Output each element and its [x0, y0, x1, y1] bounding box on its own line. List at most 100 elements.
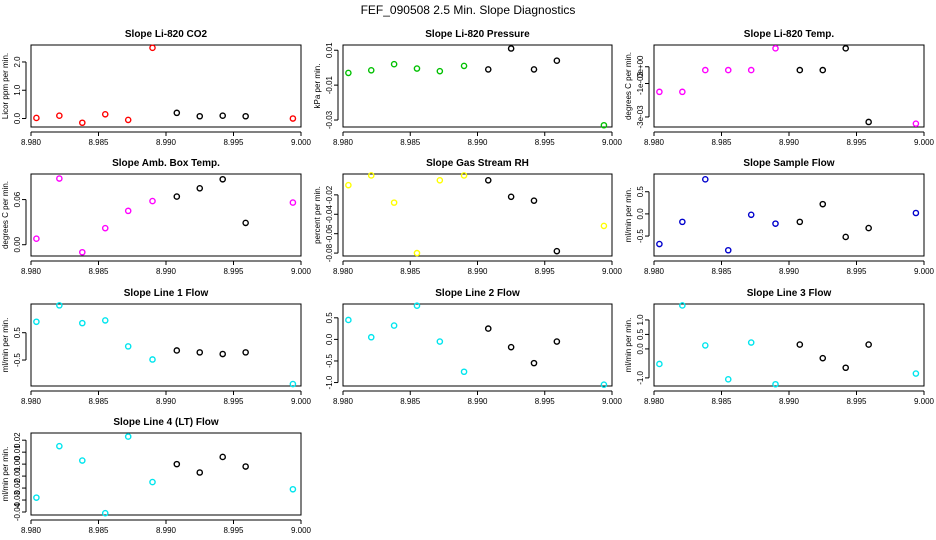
data-point [530, 359, 538, 367]
data-point [79, 457, 86, 464]
data-point [912, 370, 920, 377]
data-point [702, 66, 709, 74]
data-point [747, 66, 755, 74]
data-point [124, 343, 132, 350]
data-point [460, 368, 468, 376]
data-point [679, 88, 686, 96]
data-point [724, 66, 732, 74]
chart-title: Slope Sample Flow [743, 158, 834, 169]
y-tick-label: -0.06 [325, 224, 334, 243]
data-point [196, 184, 204, 192]
y-tick-label: -0.08 [325, 243, 334, 262]
y-tick-label: -0.04 [13, 502, 22, 521]
data-point [819, 66, 827, 74]
data-point [484, 325, 492, 332]
x-tick-label: 8.985 [88, 526, 109, 535]
plot-frame [30, 44, 302, 128]
x-tick-label: 8.985 [400, 397, 421, 406]
chart-panel-3: Slope Li-820 Temp. 8.980 8.985 8.990 8.995 9.… [624, 29, 935, 147]
chart-panel-10: Slope Line 4 (LT) Flow 8.980 8.985 8.990 8.9… [1, 417, 312, 535]
x-tick-label: 8.985 [88, 397, 109, 406]
data-point [460, 172, 468, 179]
y-tick-label: -1e-03 [636, 71, 645, 95]
data-point [56, 302, 63, 309]
data-point [173, 193, 181, 200]
chart-title: Slope Line 1 Flow [124, 288, 209, 299]
chart-panel-7: Slope Line 1 Flow 8.980 8.985 8.990 8.995 9.0… [1, 288, 312, 406]
x-tick-label: 8.990 [779, 397, 800, 406]
data-point [865, 118, 872, 126]
data-point [912, 120, 920, 127]
x-tick-label: 9.000 [602, 267, 623, 276]
data-point [747, 211, 755, 219]
x-tick-label: 8.980 [21, 267, 42, 276]
plot-frame [30, 303, 302, 387]
x-tick-label: 9.000 [914, 267, 935, 276]
y-tick-label: -3e-03 [636, 105, 645, 129]
data-point [124, 116, 132, 124]
x-tick-label: 8.990 [779, 267, 800, 276]
data-point [149, 44, 156, 52]
plot-frame [653, 303, 925, 387]
y-tick-label: -0.02 [325, 185, 334, 204]
y-tick-label: 1.0 [13, 84, 22, 96]
data-point [149, 197, 156, 205]
data-point [242, 349, 249, 356]
data-point [796, 66, 804, 74]
x-tick-label: 8.995 [223, 526, 244, 535]
data-point [173, 109, 181, 117]
data-point [679, 218, 686, 226]
y-tick-label: 0.5 [636, 328, 645, 340]
data-point [242, 219, 249, 227]
data-point [345, 181, 352, 189]
y-tick-label: 0.01 [13, 444, 22, 460]
x-tick-label: 8.980 [644, 397, 665, 406]
data-point [772, 220, 779, 227]
data-point [772, 45, 779, 52]
data-point [33, 494, 40, 501]
x-tick-label: 8.985 [711, 267, 732, 276]
y-tick-label: -0.5 [325, 354, 334, 368]
x-tick-label: 8.985 [711, 397, 732, 406]
data-point [796, 218, 804, 226]
data-point [842, 233, 850, 241]
y-tick-label: -1.0 [636, 370, 645, 384]
data-point [600, 222, 608, 230]
y-tick-label: 0.00 [13, 236, 22, 252]
page-title: FEF_090508 2.5 Min. Slope Diagnostics [361, 3, 576, 17]
data-point [436, 67, 444, 75]
y-tick-label: 0.01 [325, 42, 334, 58]
y-tick-label: 0e+00 [636, 55, 645, 78]
y-axis-label: percent per min. [313, 186, 322, 244]
data-point [747, 339, 755, 346]
y-tick-label: -0.03 [325, 110, 334, 129]
x-tick-label: 8.980 [333, 267, 354, 276]
data-point [436, 177, 444, 184]
data-point [33, 235, 40, 242]
x-tick-label: 9.000 [914, 138, 935, 147]
x-tick-label: 8.990 [467, 267, 488, 276]
chart-panels: Slope Li-820 CO2 8.980 8.985 8.990 8.995 9.00… [1, 29, 935, 535]
data-point [507, 193, 515, 201]
chart-panel-4: Slope Amb. Box Temp. 8.980 8.985 8.990 8.995… [1, 158, 312, 276]
x-tick-label: 8.990 [156, 526, 177, 535]
data-point [149, 478, 156, 486]
data-point [289, 485, 297, 493]
chart-title: Slope Li-820 CO2 [125, 29, 208, 40]
chart-title: Slope Gas Stream RH [426, 158, 529, 169]
y-tick-label: 0.0 [325, 333, 334, 345]
x-tick-label: 8.985 [88, 267, 109, 276]
x-tick-label: 8.995 [846, 138, 867, 147]
data-point [196, 469, 204, 476]
y-tick-label: -0.5 [13, 353, 22, 367]
y-tick-label: 0.06 [13, 191, 22, 207]
data-point [530, 66, 538, 73]
data-point [367, 66, 375, 74]
data-point [219, 453, 226, 461]
x-tick-label: 8.990 [156, 138, 177, 147]
x-tick-label: 8.980 [21, 526, 42, 535]
chart-title: Slope Line 3 Flow [747, 288, 832, 299]
data-point [101, 317, 109, 324]
x-tick-label: 8.980 [21, 397, 42, 406]
